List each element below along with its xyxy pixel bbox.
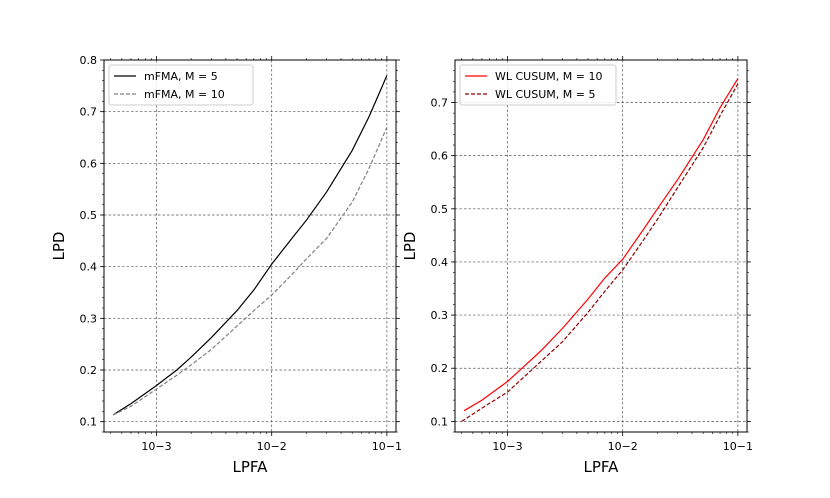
legend-label-0: mFMA, M = 5: [144, 70, 218, 83]
y-tick-label: 0.3: [431, 309, 449, 322]
y-tick-label: 0.7: [80, 106, 98, 119]
x-tick-label: 10−3: [492, 440, 522, 453]
y-axis-label: LPD: [401, 232, 419, 261]
axes-frame: [103, 59, 397, 433]
y-tick-label: 0.2: [431, 362, 449, 375]
y-tick-label: 0.1: [431, 415, 449, 428]
y-tick-label: 0.5: [431, 203, 449, 216]
y-tick-label: 0.4: [80, 261, 98, 274]
x-tick-label: 10−1: [372, 440, 402, 453]
legend-label-1: WL CUSUM, M = 5: [495, 88, 595, 101]
y-tick-label: 0.5: [80, 209, 98, 222]
series-line-1: [461, 83, 739, 422]
x-tick-label: 10−2: [257, 440, 287, 453]
y-tick-label: 0.6: [431, 150, 449, 163]
y-tick-label: 0.8: [80, 54, 98, 67]
right-plot: 10−3 10−2 10−1 0.1 0.2 0.3 0.4 0.5 0.6 0.7 LPFA LPD…: [401, 56, 753, 476]
x-tick-label: 10−2: [608, 440, 638, 453]
x-axis-label: LPFA: [584, 458, 620, 476]
x-tick-label: 10−1: [723, 440, 753, 453]
legend-box: [108, 64, 254, 106]
legend-label-1: mFMA, M = 10: [144, 88, 225, 101]
axes-frame: [454, 59, 748, 433]
y-axis-label: LPD: [50, 232, 68, 261]
series-line-0: [112, 75, 388, 416]
y-tick-label: 0.3: [80, 312, 98, 325]
x-tick-label: 10−3: [141, 440, 171, 453]
legend-box: [459, 64, 617, 106]
y-tick-label: 0.6: [80, 157, 98, 170]
y-tick-label: 0.2: [80, 364, 98, 377]
legend-label-0: WL CUSUM, M = 10: [495, 70, 602, 83]
y-tick-label: 0.4: [431, 256, 449, 269]
x-axis-label: LPFA: [233, 458, 269, 476]
left-plot: 10−3 10−2 10−1 0.1 0.2 0.3 0.4 0.5 0.6 0.7 0.8 LPFA…: [50, 54, 402, 476]
y-tick-label: 0.7: [431, 97, 449, 110]
series-line-0: [463, 78, 739, 412]
series-line-1: [112, 126, 388, 416]
y-tick-label: 0.1: [80, 416, 98, 429]
